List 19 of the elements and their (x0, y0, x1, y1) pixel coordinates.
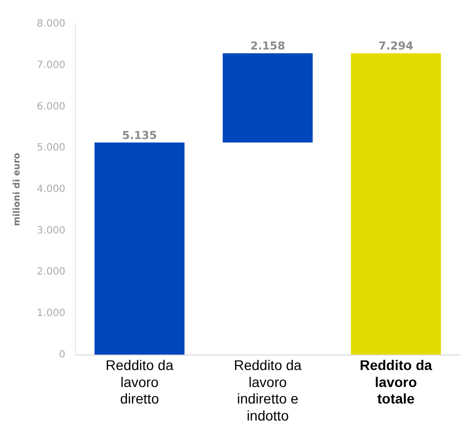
bar (350, 53, 441, 355)
x-tick-label: Reddito da lavoro diretto (106, 357, 174, 407)
y-tick-label: 1.000 (36, 308, 66, 320)
y-tick-label: 2.000 (36, 266, 66, 278)
y-tick-label: 6.000 (36, 101, 66, 112)
data-label: 7.294 (378, 40, 414, 53)
x-tick-label: Reddito da lavoro indiretto e indotto (234, 357, 302, 424)
bar (222, 53, 313, 142)
y-tick-label: 8.000 (36, 18, 66, 30)
data-label: 5.135 (122, 128, 157, 142)
x-tick-label: Reddito da lavoro totale (360, 357, 432, 407)
y-tick-label: 5.000 (36, 142, 66, 154)
data-label: 2.158 (250, 40, 286, 53)
y-tick-label: 3.000 (36, 225, 66, 236)
y-tick-label: 0 (59, 349, 66, 360)
bar (94, 142, 185, 355)
y-tick-label: 7.000 (36, 60, 66, 71)
y-axis-title: milioni di euro (12, 152, 23, 226)
y-tick-label: 4.000 (36, 184, 66, 195)
